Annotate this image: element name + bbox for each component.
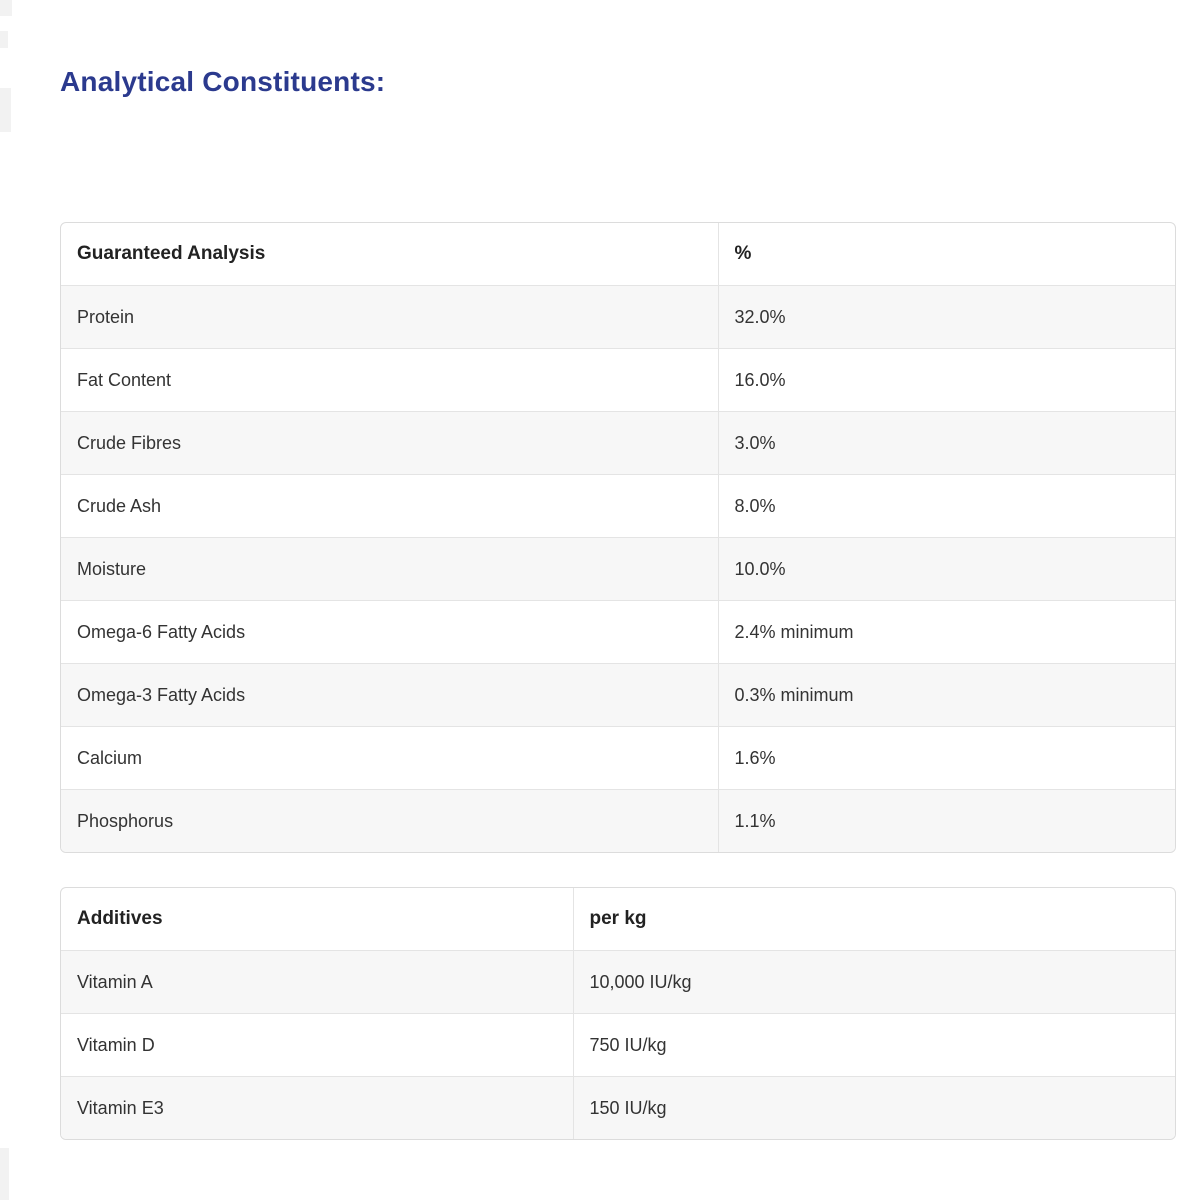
row-label: Protein (61, 285, 719, 349)
row-value: 10,000 IU/kg (573, 950, 1175, 1014)
row-value: 0.3% minimum (718, 663, 1175, 727)
row-label: Fat Content (61, 348, 719, 412)
row-label: Calcium (61, 726, 719, 790)
header-row: Additives per kg (61, 888, 1175, 951)
row-value: 16.0% (718, 348, 1175, 412)
table-row: Vitamin E3 150 IU/kg (61, 1076, 1175, 1139)
left-edge-artifact (0, 1148, 9, 1200)
header-row: Guaranteed Analysis% (61, 223, 1175, 286)
row-value: 150 IU/kg (589, 1098, 667, 1118)
row-label: Omega-6 Fatty Acids (61, 600, 719, 664)
table-row: Moisture 10.0% (61, 537, 1175, 601)
row-label: Crude Ash (61, 474, 719, 538)
page-title: Analytical Constituents: (60, 66, 386, 97)
row-value: 1.1% (734, 811, 776, 831)
table-row: Phosphorus 1.1% (61, 789, 1175, 852)
row-value: 8.0% (718, 474, 1175, 538)
row-label: Vitamin E3 (61, 1076, 574, 1139)
table-row: Fat Content 16.0% (61, 348, 1175, 412)
row-label: Phosphorus (61, 789, 719, 852)
tables-container: Guaranteed Analysis% Protein 32.0% Fat Cont… (60, 222, 1176, 1140)
table-row: Omega-3 Fatty Acids 0.3% minimum (61, 663, 1175, 727)
table-row: Crude Ash 8.0% (61, 474, 1175, 538)
column-header: Guaranteed Analysis (61, 223, 719, 286)
table-row: Vitamin D 750 IU/kg (61, 1013, 1175, 1077)
row-label: Omega-3 Fatty Acids (61, 663, 719, 727)
additives-table: Additives per kg Vitamin A 10,000 IU/kg Vita… (61, 888, 1175, 1139)
guaranteed-analysis-table: Guaranteed Analysis% Protein 32.0% Fat Cont… (61, 223, 1175, 852)
table-row: Calcium 1.6% (61, 726, 1175, 790)
row-label: Moisture (61, 537, 719, 601)
guaranteed-analysis-table-container: Guaranteed Analysis% Protein 32.0% Fat Cont… (60, 222, 1176, 853)
row-value: 32.0% (718, 285, 1175, 349)
left-edge-artifact (0, 31, 8, 48)
row-label: Vitamin A (61, 950, 574, 1014)
table-row: Vitamin A 10,000 IU/kg (61, 950, 1175, 1014)
table-row: Crude Fibres 3.0% (61, 411, 1175, 475)
column-header: % (718, 223, 1175, 286)
row-value: 10.0% (718, 537, 1175, 601)
left-edge-artifact (0, 0, 12, 16)
column-header: per kg (573, 888, 1175, 951)
left-edge-artifact (0, 88, 11, 132)
table-row: Omega-6 Fatty Acids 2.4% minimum (61, 600, 1175, 664)
row-value: 2.4% minimum (718, 600, 1175, 664)
table-row: Protein 32.0% (61, 285, 1175, 349)
row-label: Crude Fibres (61, 411, 719, 475)
row-label: Vitamin D (61, 1013, 574, 1077)
row-value: 3.0% (718, 411, 1175, 475)
additives-table-container: Additives per kg Vitamin A 10,000 IU/kg Vita… (60, 887, 1176, 1140)
row-value: 1.6% (718, 726, 1175, 790)
row-value: 750 IU/kg (573, 1013, 1175, 1077)
column-header: Additives (61, 888, 574, 951)
